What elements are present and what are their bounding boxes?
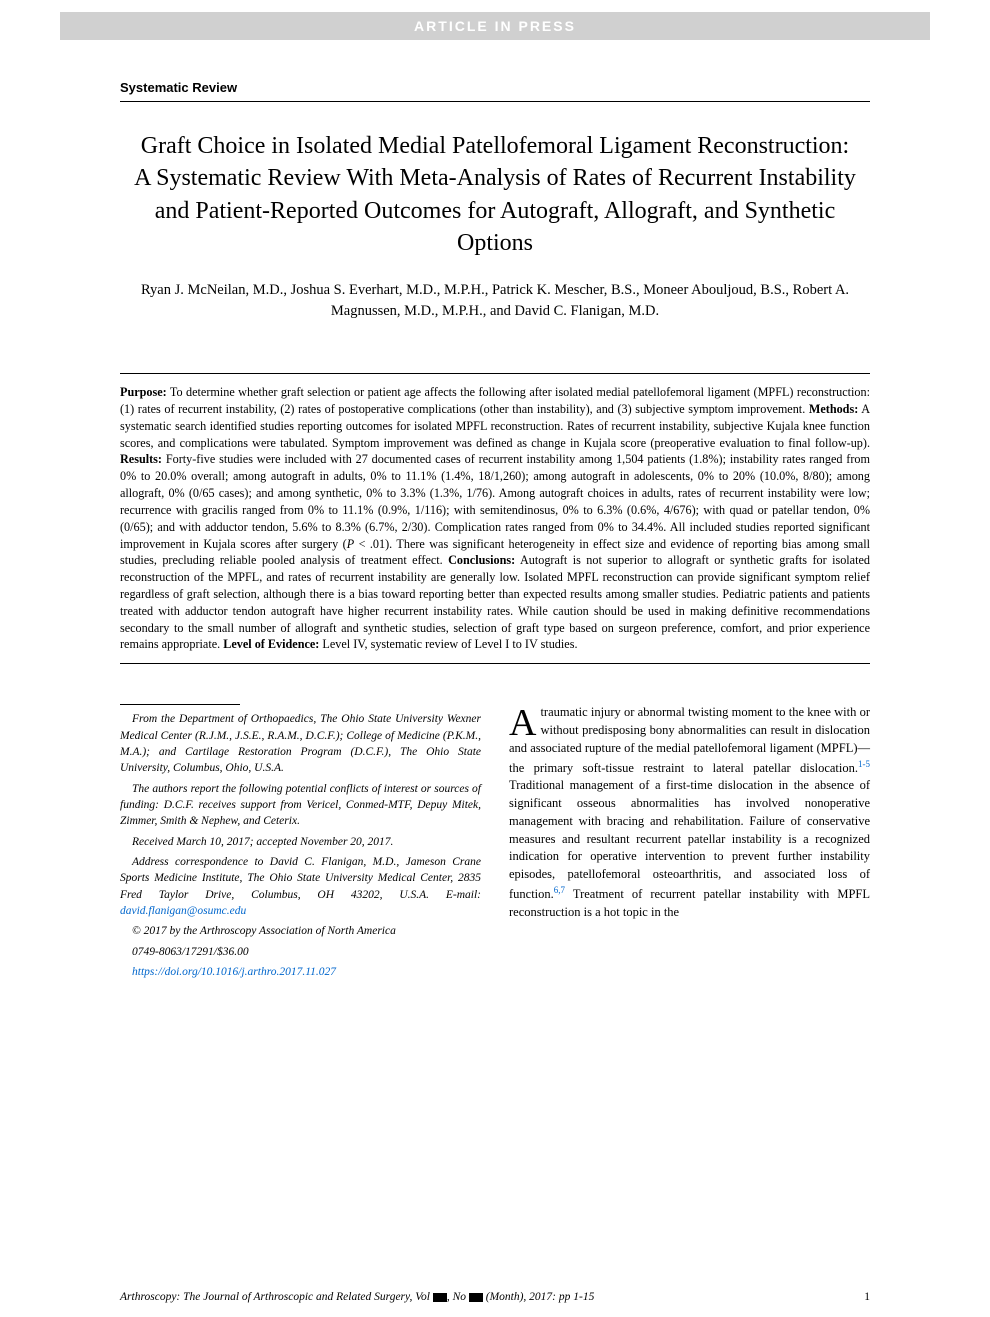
body-paragraph-1: Atraumatic injury or abnormal twisting m… <box>509 704 870 921</box>
section-rule <box>120 101 870 102</box>
body-1b: Traditional management of a first-time d… <box>509 778 870 901</box>
conclusions-label: Conclusions: <box>448 553 515 567</box>
conflicts-text: The authors report the following potenti… <box>120 781 481 830</box>
loe-label: Level of Evidence: <box>223 637 319 651</box>
dropcap: A <box>509 704 540 738</box>
page-number: 1 <box>864 1291 870 1303</box>
doi-line: https://doi.org/10.1016/j.arthro.2017.11… <box>120 964 481 980</box>
journal-a: Arthroscopy: The Journal of Arthroscopic… <box>120 1291 433 1303</box>
placeholder-no-icon <box>469 1293 483 1302</box>
correspondence-text: Address correspondence to David C. Flani… <box>120 854 481 919</box>
doi-link[interactable]: https://doi.org/10.1016/j.arthro.2017.11… <box>132 966 336 978</box>
results-label: Results: <box>120 452 162 466</box>
journal-citation: Arthroscopy: The Journal of Arthroscopic… <box>120 1291 594 1303</box>
journal-b: , No <box>447 1291 469 1303</box>
purpose-text: To determine whether graft selection or … <box>120 385 870 416</box>
footnote-rule <box>120 704 240 705</box>
section-label: Systematic Review <box>120 80 870 95</box>
citation-sup-1[interactable]: 1-5 <box>858 759 870 769</box>
correspondence-email-link[interactable]: david.flanigan@osumc.edu <box>120 905 246 917</box>
issn-text: 0749-8063/17291/$36.00 <box>120 944 481 960</box>
author-list: Ryan J. McNeilan, M.D., Joshua S. Everha… <box>120 280 870 324</box>
methods-label: Methods: <box>809 402 858 416</box>
article-in-press-banner: ARTICLE IN PRESS <box>60 12 930 40</box>
affiliation-text: From the Department of Orthopaedics, The… <box>120 711 481 776</box>
page-content: Systematic Review Graft Choice in Isolat… <box>0 80 990 984</box>
address-pre: Address correspondence to David C. Flani… <box>120 856 481 901</box>
page-footer: Arthroscopy: The Journal of Arthroscopic… <box>0 1291 990 1303</box>
loe-text: Level IV, systematic review of Level I t… <box>319 637 577 651</box>
abstract: Purpose: To determine whether graft sele… <box>120 373 870 664</box>
dates-text: Received March 10, 2017; accepted Novemb… <box>120 834 481 850</box>
placeholder-vol-icon <box>433 1293 447 1302</box>
purpose-label: Purpose: <box>120 385 167 399</box>
two-column-region: From the Department of Orthopaedics, The… <box>120 704 870 984</box>
body-column: Atraumatic injury or abnormal twisting m… <box>509 704 870 984</box>
journal-c: (Month), 2017: pp 1-15 <box>483 1291 594 1303</box>
citation-sup-2[interactable]: 6,7 <box>554 885 565 895</box>
copyright-text: © 2017 by the Arthroscopy Association of… <box>120 923 481 939</box>
article-title: Graft Choice in Isolated Medial Patellof… <box>130 130 860 260</box>
footnotes-column: From the Department of Orthopaedics, The… <box>120 704 481 984</box>
body-1a: traumatic injury or abnormal twisting mo… <box>509 705 870 774</box>
